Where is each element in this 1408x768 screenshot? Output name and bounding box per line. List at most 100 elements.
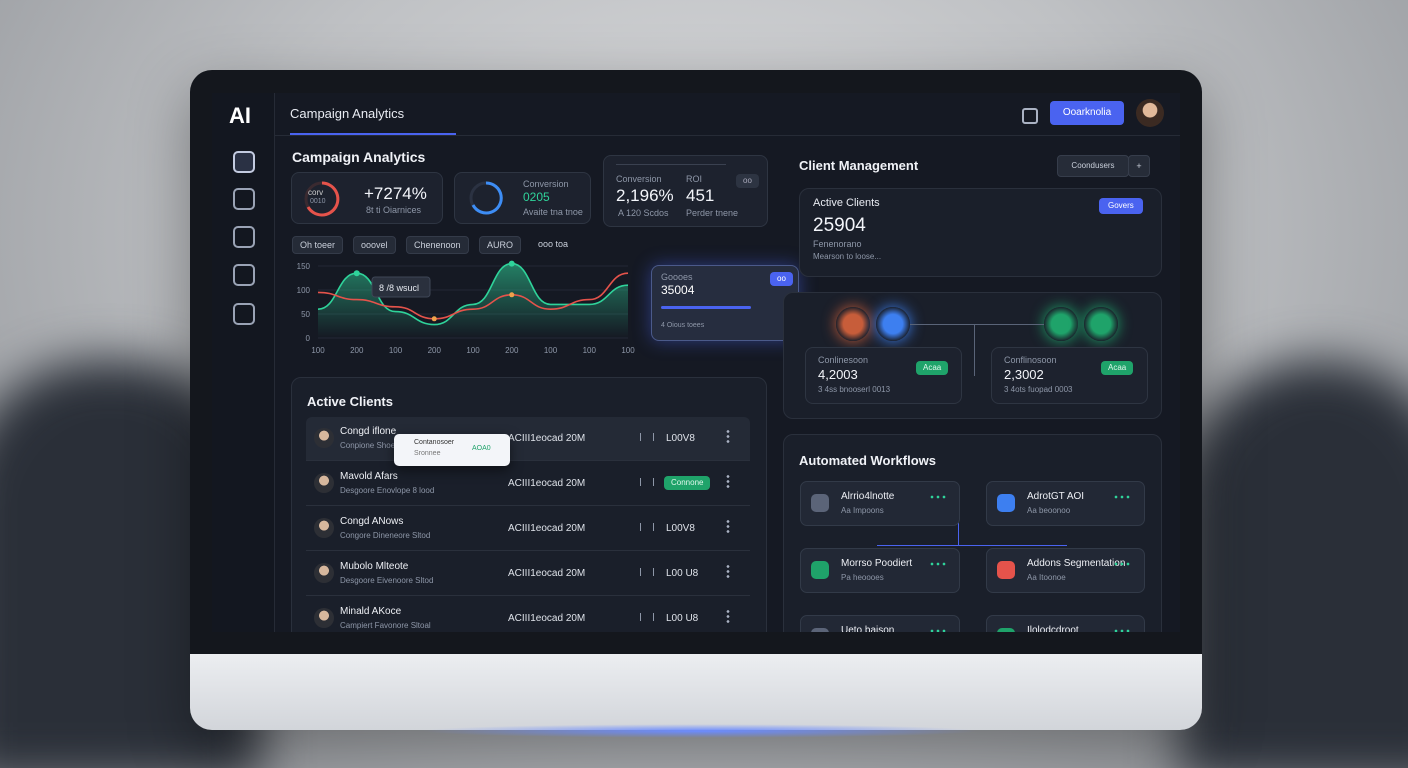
card-sub: Fenenorano — [813, 239, 862, 249]
row-menu[interactable] — [726, 519, 730, 533]
cm-button[interactable]: + — [1128, 155, 1150, 177]
popup-title: Contanosoer — [414, 439, 455, 446]
line — [317, 272, 629, 320]
header-button[interactable]: Ooarknolia — [1050, 101, 1124, 125]
workflow-card[interactable]: AdrotGT AOI Aa beoonoo — [986, 481, 1145, 526]
card-badge[interactable]: Govers — [1099, 198, 1143, 214]
workflow-dots — [929, 562, 947, 566]
row-menu[interactable] — [726, 474, 730, 488]
client-name: Mavold Afars — [340, 471, 398, 482]
client-amount: L00 U8 — [666, 568, 699, 579]
kpi-value: 2,196% — [616, 186, 674, 205]
client-row: Mubolo Mlteote Desgoore Eivenoore Sltod AC… — [306, 552, 750, 596]
x-tick-label: 100 — [466, 346, 480, 355]
tab-underline — [290, 133, 456, 135]
float-value: 35004 — [661, 283, 695, 297]
kpi-card: Conversion 0205 Avaite tna tnoe — [454, 172, 591, 224]
kpi-label: Conversion — [616, 174, 662, 184]
client-amount: L00 U8 — [666, 613, 699, 624]
client-sub: Desgoore Enovlope 8 lood — [340, 486, 435, 495]
node-label: Conlinesoon — [818, 355, 869, 365]
header: Campaign Analytics Ooarknolia — [274, 93, 1180, 136]
tooltip-text: 8 /8 wsucl — [379, 283, 419, 293]
avatar — [314, 473, 334, 493]
avatar — [314, 608, 334, 628]
clients-panel: Active Clients Congd iflone Conpione Shoe… — [291, 377, 767, 632]
divider — [616, 164, 726, 165]
y-tick-label: 100 — [297, 286, 311, 295]
card-value: 25904 — [813, 215, 866, 236]
workflow-sub: Aa beoonoo — [1027, 506, 1071, 515]
kpi-sub: 8t ti Oiarnices — [366, 205, 422, 215]
avatar — [314, 563, 334, 583]
node-label: Conflinosoon — [1004, 355, 1057, 365]
avatar — [314, 428, 334, 448]
sort-icon — [640, 433, 654, 441]
node-value: 4,2003 — [818, 367, 858, 382]
popup-action[interactable]: AOA0 — [472, 445, 491, 452]
workflow-card[interactable]: Morrso Poodiert Pa heoooes — [800, 548, 960, 593]
screen: AI Campaign Analytics Ooarknolia Campaig… — [212, 93, 1180, 632]
workflow-sub: Aa Itoonoe — [1027, 573, 1066, 582]
filter-chip[interactable]: Oh toeer — [292, 236, 344, 254]
row-menu[interactable] — [726, 609, 730, 623]
filter-chip[interactable]: ooo toa — [538, 239, 569, 249]
avatar[interactable] — [1136, 99, 1164, 127]
workflow-card[interactable]: Alrrio4lnotte Aa Impoons — [800, 481, 960, 526]
kpi-card: corv 0010 +7274% 8t ti Oiarnices — [291, 172, 443, 224]
header-title: Campaign Analytics — [290, 106, 405, 121]
client-row: Congd iflone Conpione Shoe ACIII1eocad 20M… — [306, 417, 750, 461]
filter-chip[interactable]: Chenenoon — [406, 236, 469, 254]
sort-icon — [640, 613, 654, 621]
workflow-card[interactable]: Addons Segmentation Aa Itoonoe — [986, 548, 1145, 593]
workflow-dots — [929, 495, 947, 499]
float-label: Goooes — [661, 272, 693, 282]
avatar — [314, 518, 334, 538]
ring — [304, 181, 340, 217]
workflow-icon — [997, 628, 1015, 632]
nav-icon[interactable] — [233, 264, 255, 286]
row-menu[interactable] — [726, 429, 730, 443]
card-title: Active Clients — [813, 197, 880, 209]
node-badge: Acaa — [916, 361, 949, 375]
node-value: 2,3002 — [1004, 367, 1044, 382]
popup[interactable]: Contanosoer Sronnee AOA0 — [394, 434, 510, 466]
workflow-title: Addons Segmentation — [1027, 558, 1126, 569]
node-icon — [876, 307, 910, 341]
row-menu[interactable] — [726, 564, 730, 578]
filter-chip[interactable]: ooovel — [353, 236, 396, 254]
workflow-icon — [997, 561, 1015, 579]
cm-button[interactable]: Coondusers — [1057, 155, 1129, 177]
nav-icon[interactable] — [233, 303, 255, 325]
kpi-label: ROI — [686, 174, 703, 184]
workflows-panel: Automated Workflows Alrrio4lnotte Aa Impo… — [783, 434, 1162, 632]
x-tick-label: 200 — [428, 346, 442, 355]
section-title: Client Management — [799, 158, 919, 173]
client-amount: L00V8 — [666, 433, 695, 444]
kpi-sub: Avaite tna tnoe — [523, 207, 583, 217]
float-sub: 4 Oious toees — [661, 322, 705, 329]
client-campaign: ACIII1eocad 20M — [508, 523, 586, 534]
nav-icon[interactable] — [233, 226, 255, 248]
client-row: Minald AKoce Campiert Favonore Sltoal ACII… — [306, 597, 750, 632]
workflow-card[interactable]: Ueto baison — [800, 615, 960, 632]
notification-icon[interactable] — [1022, 108, 1038, 124]
workflow-card[interactable]: Ilolodcdroot — [986, 615, 1145, 632]
logo: AI — [229, 103, 251, 128]
blurred-person — [1180, 360, 1408, 768]
node-card: Conlinesoon 4,2003 3 4ss bnooserl 0013 Acaa — [805, 347, 962, 404]
node-sub: 3 4ss bnooserl 0013 — [818, 385, 891, 394]
workflow-title: Ilolodcdroot — [1027, 625, 1079, 632]
section-title: Campaign Analytics — [292, 149, 426, 165]
client-campaign: ACIII1eocad 20M — [508, 478, 586, 489]
filter-chip[interactable]: AURO — [479, 236, 522, 254]
float-badge: oo — [770, 272, 793, 286]
ring — [469, 181, 503, 215]
node-icon — [1084, 307, 1118, 341]
sidebar: AI — [212, 93, 275, 632]
node-icon — [836, 307, 870, 341]
line — [317, 262, 629, 326]
nav-icon[interactable] — [233, 151, 255, 173]
nav-icon[interactable] — [233, 188, 255, 210]
